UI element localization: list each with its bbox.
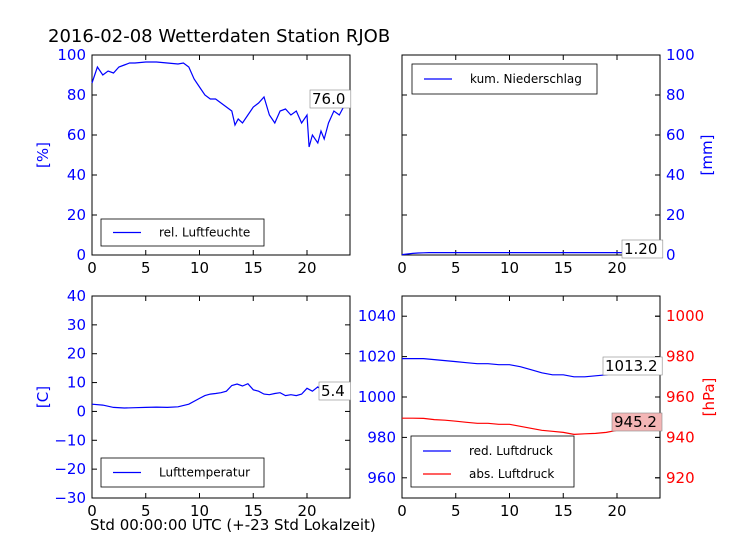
last-value-label: 945.2 [614,413,657,431]
series-line-precip-0 [401,252,660,256]
y-right-tick-label: 1000 [666,307,704,325]
y-tick-label: 0 [76,246,86,264]
x-tick-label: 5 [141,502,151,520]
legend-label: rel. Luftfeuchte [159,226,250,240]
last-value-box [611,412,663,432]
y-tick-label: 960 [367,469,396,487]
figure-title: 2016-02-08 Wetterdaten Station RJOB [48,26,391,47]
x-tick-label: 20 [297,502,316,520]
x-tick-label: 5 [451,259,461,277]
y-tick-label: 980 [367,428,396,446]
series-line-temperature-0 [91,382,351,409]
last-value-label: 5.4 [321,382,345,400]
x-tick-label: 15 [244,259,263,277]
y-tick-label: 40 [67,287,86,305]
x-tick-label: 5 [451,502,461,520]
y-tick-label: −30 [54,489,86,507]
y-tick-label: 60 [666,126,685,144]
y-tick-label: 20 [67,206,86,224]
y-tick-label: 1020 [358,348,396,366]
y-tick-label: 80 [666,86,685,104]
legend-label: Lufttemperatur [159,466,250,480]
x-tick-label: 10 [500,502,519,520]
x-tick-label: 20 [607,259,626,277]
y-tick-label: 0 [76,402,86,420]
y-tick-label: 1000 [358,388,396,406]
last-value-label: 1013.2 [605,357,658,375]
x-tick-label: 15 [244,502,263,520]
last-value-box [602,356,663,376]
last-value-box [621,239,664,259]
y-axis-label: [C] [34,386,52,408]
legend-label: red. Luftdruck [469,444,553,458]
x-tick-label: 20 [297,259,316,277]
legend-box-pressure [410,435,575,488]
plot-frame-humidity [91,54,351,256]
y-tick-label: 0 [666,246,676,264]
legend-label: abs. Luftdruck [469,467,554,481]
legend-label: kum. Niederschlag [470,72,582,86]
y-tick-label: 100 [57,46,86,64]
last-value-label: 1.20 [624,240,657,258]
x-tick-label: 10 [500,259,519,277]
last-value-box [318,381,351,401]
x-tick-label: 0 [397,259,407,277]
y-right-tick-label: 980 [666,348,695,366]
y-right-tick-label: 920 [666,469,695,487]
x-tick-label: 0 [87,502,97,520]
x-tick-label: 20 [607,502,626,520]
y-tick-label: 1040 [358,307,396,325]
y-axis-label: [%] [34,142,52,168]
x-tick-label: 10 [190,502,209,520]
x-tick-label: 15 [554,502,573,520]
last-value-label: 76.0 [312,90,345,108]
plot-frame-precip [401,54,661,256]
x-tick-label: 0 [87,259,97,277]
y-tick-label: 40 [67,166,86,184]
last-value-box [309,89,352,109]
x-tick-label: 5 [141,259,151,277]
y-right-tick-label: 940 [666,428,695,446]
y-tick-label: −10 [54,431,86,449]
y-right-tick-label: 960 [666,388,695,406]
x-tick-label: 15 [554,259,573,277]
y-tick-label: 60 [67,126,86,144]
y-tick-label: −20 [54,460,86,478]
x-tick-label: 0 [397,502,407,520]
y-axis-label: [mm] [698,135,716,176]
y-tick-label: 20 [666,206,685,224]
y-tick-label: 30 [67,316,86,334]
x-tick-label: 10 [190,259,209,277]
y-tick-label: 10 [67,374,86,392]
x-axis-caption: Std 00:00:00 UTC (+-23 Std Lokalzeit) [90,516,376,534]
series-line-humidity-0 [91,61,351,148]
y-tick-label: 40 [666,166,685,184]
y-right-axis-label: [hPa] [700,378,718,417]
y-tick-label: 20 [67,345,86,363]
y-tick-label: 100 [666,46,695,64]
y-tick-label: 80 [67,86,86,104]
